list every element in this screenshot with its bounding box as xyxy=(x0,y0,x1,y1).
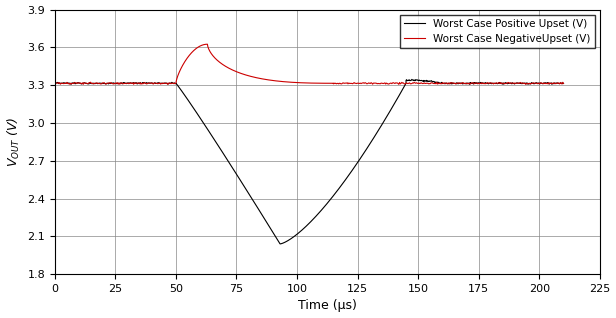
Y-axis label: $V_{OUT}$ (V): $V_{OUT}$ (V) xyxy=(6,117,22,167)
Worst Case NegativeUpset (V) xyxy=(204,42,211,46)
Worst Case NegativeUpset (V) xyxy=(293,81,301,85)
Worst Case Positive Upset (V) xyxy=(51,81,59,85)
Worst Case NegativeUpset (V) xyxy=(51,82,59,86)
X-axis label: Time (μs): Time (μs) xyxy=(298,300,357,313)
Worst Case NegativeUpset (V) xyxy=(164,82,171,86)
Worst Case Positive Upset (V) xyxy=(408,78,416,81)
Worst Case Positive Upset (V) xyxy=(208,133,215,137)
Worst Case NegativeUpset (V) xyxy=(560,81,567,85)
Line: Worst Case NegativeUpset (V): Worst Case NegativeUpset (V) xyxy=(55,44,564,84)
Legend: Worst Case Positive Upset (V), Worst Case NegativeUpset (V): Worst Case Positive Upset (V), Worst Cas… xyxy=(400,15,594,48)
Worst Case NegativeUpset (V) xyxy=(557,80,564,84)
Worst Case Positive Upset (V) xyxy=(277,242,284,246)
Worst Case Positive Upset (V) xyxy=(306,221,314,225)
Worst Case Positive Upset (V) xyxy=(485,81,493,85)
Line: Worst Case Positive Upset (V): Worst Case Positive Upset (V) xyxy=(55,80,564,244)
Worst Case NegativeUpset (V) xyxy=(323,81,331,85)
Worst Case NegativeUpset (V) xyxy=(127,81,134,85)
Worst Case Positive Upset (V) xyxy=(436,81,443,85)
Worst Case NegativeUpset (V) xyxy=(312,81,320,85)
Worst Case Positive Upset (V) xyxy=(488,81,496,85)
Worst Case Positive Upset (V) xyxy=(199,120,206,124)
Worst Case Positive Upset (V) xyxy=(560,81,567,85)
Worst Case NegativeUpset (V) xyxy=(422,81,429,85)
